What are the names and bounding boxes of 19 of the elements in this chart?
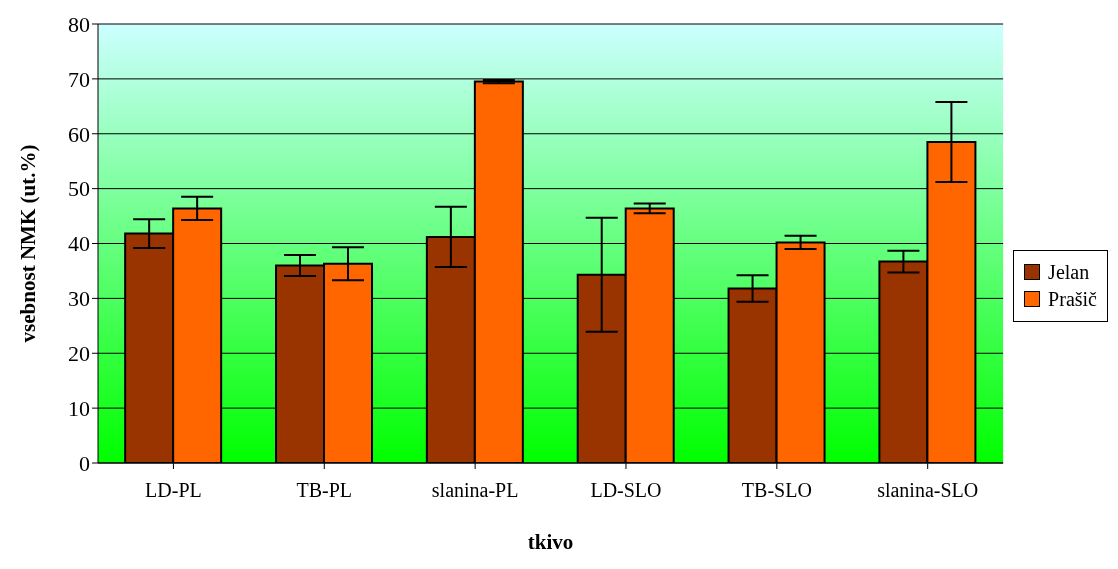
x-tick-label: TB-SLO xyxy=(741,479,812,502)
y-tick-label: 70 xyxy=(68,66,90,92)
x-axis-title: tkivo xyxy=(527,530,574,554)
x-tick-label: LD-SLO xyxy=(590,479,662,502)
y-tick-label: 10 xyxy=(68,395,90,421)
y-tick-label: 30 xyxy=(68,286,90,312)
x-tick-label: slanina-PL xyxy=(431,479,519,502)
y-tick-label: 40 xyxy=(68,231,90,257)
y-axis-title: vsebnost NMK (ut.%) xyxy=(16,144,41,343)
legend-label: Jelan xyxy=(1048,260,1090,284)
y-tick-label: 80 xyxy=(68,11,90,37)
legend-label: Prašič xyxy=(1048,287,1097,311)
y-tick-label: 20 xyxy=(68,341,90,367)
x-tick-label: slanina-SLO xyxy=(877,479,979,502)
x-tick-label: TB-PL xyxy=(296,479,353,502)
y-tick-label: 0 xyxy=(79,450,90,476)
x-tick-label: LD-PL xyxy=(145,479,202,502)
y-tick-label: 60 xyxy=(68,121,90,147)
y-tick-label: 50 xyxy=(68,176,90,202)
